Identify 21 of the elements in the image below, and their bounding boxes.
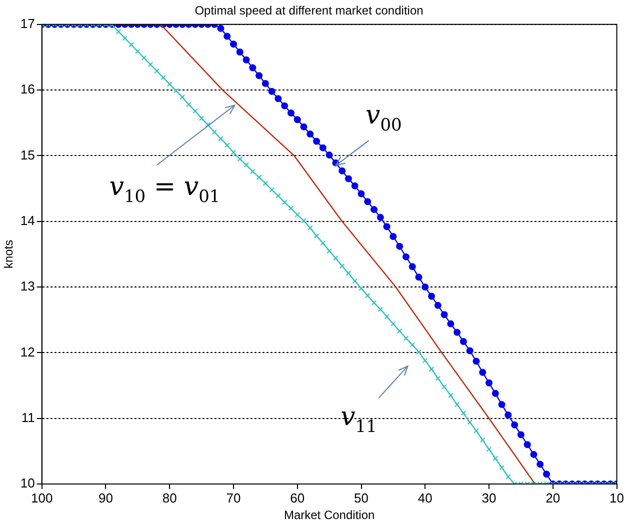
- y-tick-label: 13: [20, 278, 35, 294]
- x-tick-label: 80: [162, 490, 177, 506]
- x-tick-label: 30: [482, 490, 496, 506]
- x-tick-label: 50: [354, 490, 368, 506]
- y-tick-label: 15: [20, 147, 35, 162]
- y-axis-title: knots: [2, 240, 16, 269]
- x-tick-label: 10: [610, 490, 624, 506]
- x-tick-label: 100: [31, 490, 53, 506]
- y-tick-label: 14: [20, 212, 35, 228]
- chart-title: Optimal speed at different market condition: [194, 4, 424, 18]
- y-tick-label: 17: [20, 16, 35, 31]
- y-tick-label: 12: [20, 344, 35, 360]
- y-tick-label: 16: [20, 82, 35, 97]
- x-tick-label: 20: [546, 490, 560, 506]
- x-tick-label: 90: [98, 490, 113, 506]
- x-axis-title: Market Condition: [284, 508, 375, 522]
- x-tick-label: 70: [226, 490, 241, 506]
- x-tick-label: 60: [290, 490, 305, 506]
- y-tick-label: 10: [20, 476, 35, 491]
- x-tick-label: 40: [418, 490, 432, 506]
- y-tick-label: 11: [21, 410, 35, 425]
